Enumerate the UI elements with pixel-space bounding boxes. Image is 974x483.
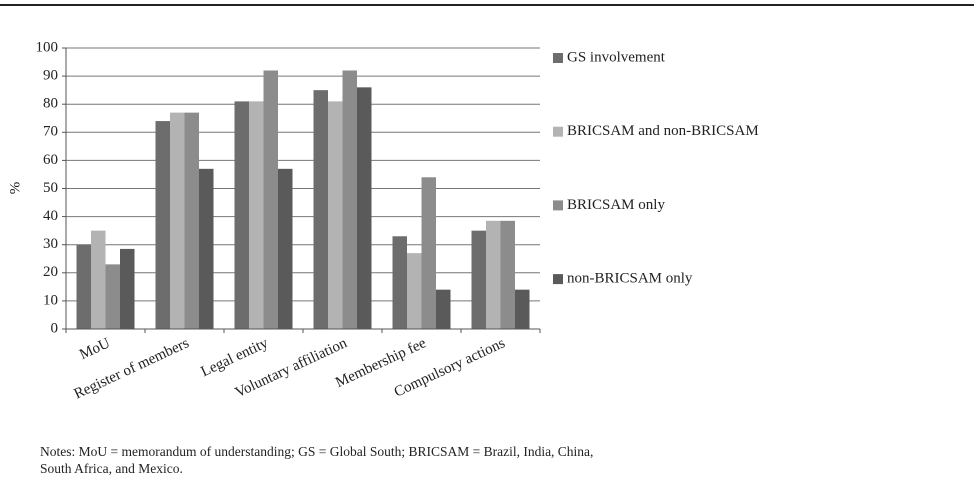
legend-swatch [553, 274, 563, 285]
bar [170, 112, 185, 329]
bar [184, 112, 199, 329]
bar [407, 253, 422, 329]
y-tick-label: 10 [43, 292, 58, 308]
bar [515, 289, 530, 329]
bar [199, 168, 214, 329]
bar [91, 230, 106, 329]
y-tick-label: 40 [43, 208, 58, 224]
legend-label: non-BRICSAM only [567, 271, 693, 287]
bar [471, 230, 486, 329]
y-axis-label: % [7, 182, 23, 195]
y-tick-label: 30 [43, 236, 58, 252]
note-line: Notes: MoU = memorandum of understanding… [40, 444, 593, 459]
y-tick-label: 0 [51, 320, 59, 336]
bar [342, 70, 357, 329]
bar [234, 101, 249, 329]
bar [392, 236, 407, 329]
y-tick-label: 80 [43, 96, 58, 112]
bar [436, 289, 451, 329]
legend-swatch [553, 200, 563, 211]
bar [120, 248, 135, 329]
legend-label: BRICSAM only [567, 197, 665, 213]
bar [328, 101, 343, 329]
bar [76, 244, 91, 329]
bar [263, 70, 278, 329]
bar [421, 177, 436, 329]
note-line: South Africa, and Mexico. [40, 461, 183, 476]
y-tick-label: 100 [36, 39, 59, 55]
bar [278, 168, 293, 329]
y-tick-label: 60 [43, 152, 58, 168]
y-tick-label: 50 [43, 180, 58, 196]
bar [105, 264, 120, 329]
y-tick-label: 70 [43, 124, 58, 140]
bar [155, 121, 170, 329]
y-tick-label: 20 [43, 264, 58, 280]
y-tick-label: 90 [43, 68, 58, 84]
legend-label: GS involvement [567, 49, 666, 65]
legend-swatch [553, 53, 563, 63]
legend-swatch [553, 126, 563, 137]
legend-label: BRICSAM and non-BRICSAM [567, 123, 759, 139]
bar [313, 90, 328, 330]
bar [486, 220, 501, 329]
bar [357, 87, 372, 329]
x-tick-label: MoU [77, 335, 113, 363]
bar [500, 220, 515, 329]
bar [249, 101, 264, 329]
